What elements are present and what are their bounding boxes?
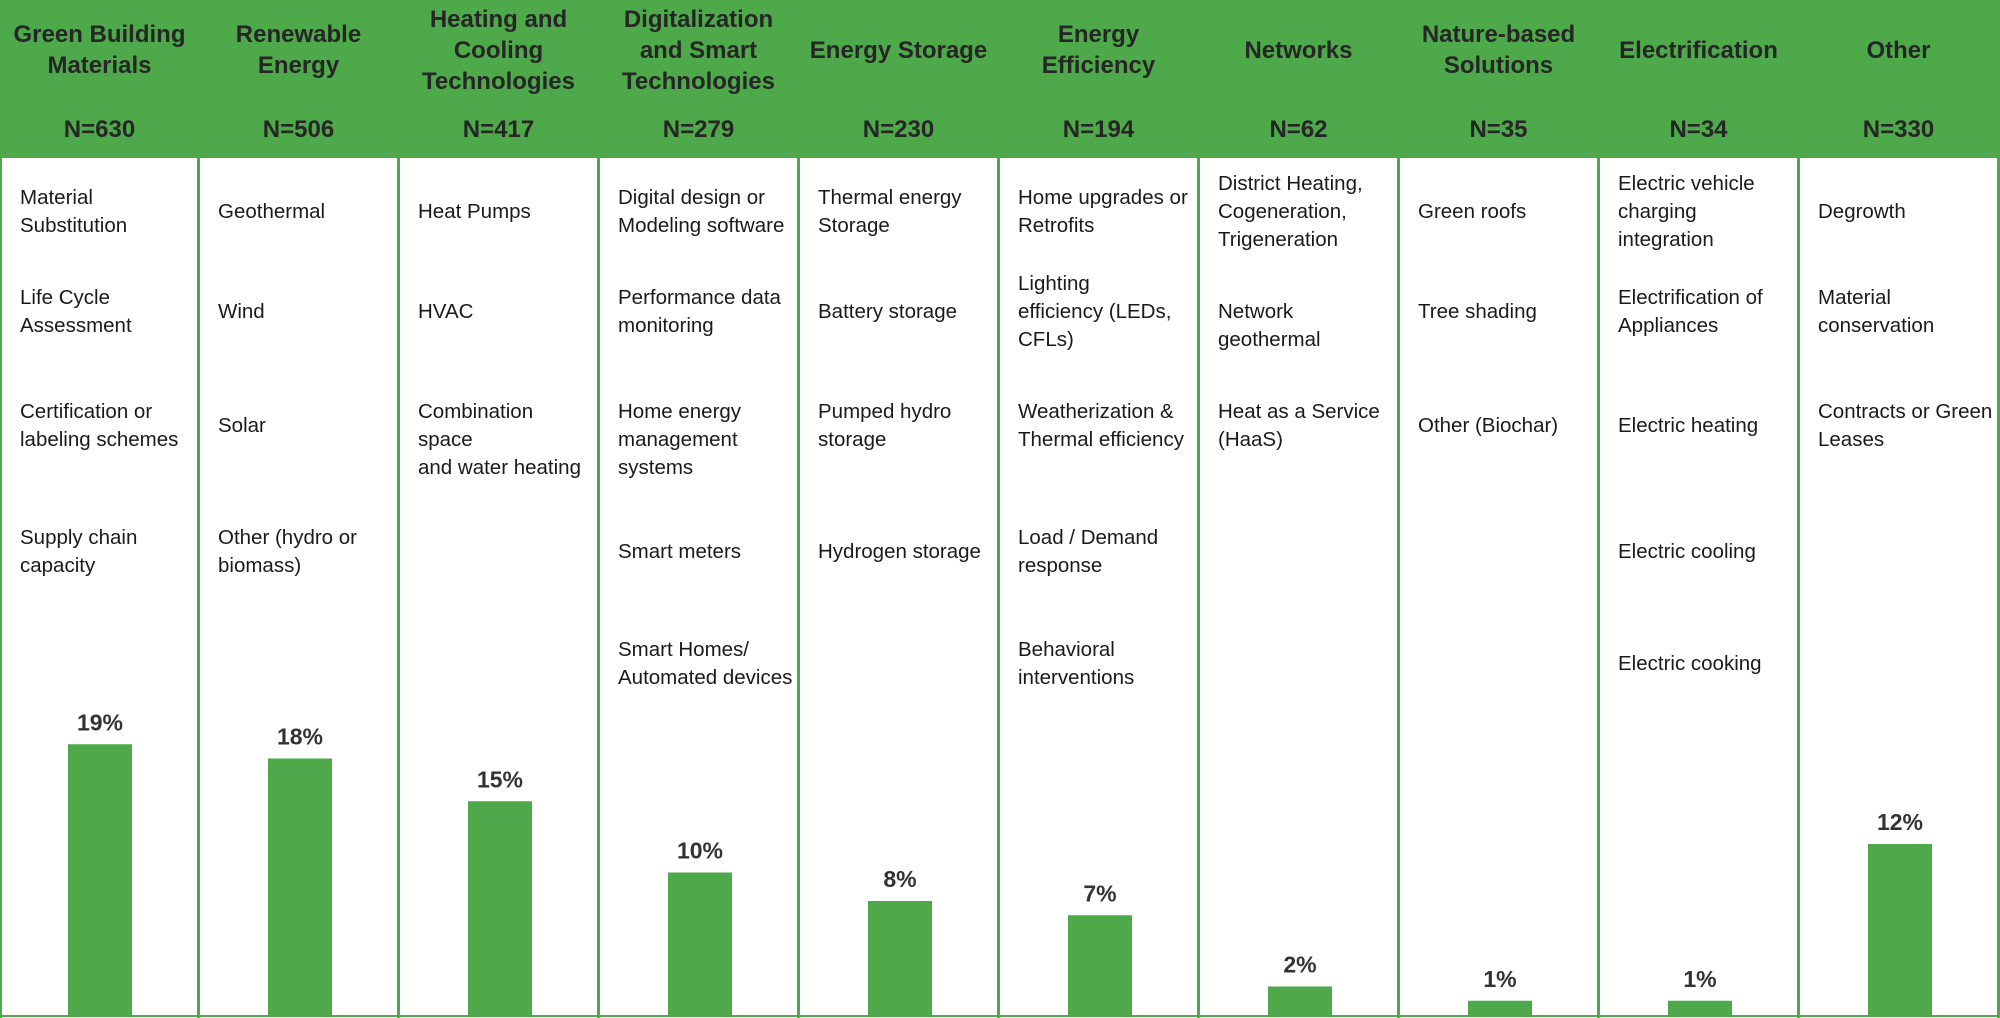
subcategory-item: Lighting efficiency (LEDs, CFLs) — [1018, 272, 1172, 351]
column-green-building-materials: Green Building Materials N=630 Material Su… — [0, 0, 200, 1018]
column-other: Other N=330 Degrowth Material conservation C… — [1800, 0, 2000, 1018]
sample-size-label: N=279 — [662, 116, 735, 143]
column-electrification: Electrification N=34 Electric vehicle char… — [1600, 0, 1800, 1018]
subcategory-item: Heat Pumps — [418, 200, 531, 223]
category-title: Other — [1866, 36, 1931, 64]
subcategory-item: Behavioral interventions — [1018, 638, 1135, 689]
column-renewable-energy: Renewable Energy N=506 Geothermal Wind Solar… — [200, 0, 400, 1018]
column-header: Digitalization and Smart Technologies N=2… — [600, 0, 797, 158]
sample-size-label: N=34 — [1669, 116, 1728, 143]
column-header: Energy Storage N=230 — [800, 0, 997, 158]
category-title: Renewable Energy — [235, 21, 362, 79]
subcategory-item: Degrowth — [1818, 200, 1906, 223]
column-header: Renewable Energy N=506 — [200, 0, 397, 158]
subcategory-item: Load / Demand response — [1018, 526, 1159, 577]
subcategory-item: Home energy management systems — [618, 400, 742, 479]
category-title: Energy Efficiency — [1041, 21, 1156, 79]
subcategory-item: Geothermal — [218, 200, 326, 223]
sample-size-label: N=194 — [1062, 116, 1135, 143]
subcategory-item: Home upgrades or Retrofits — [1018, 186, 1188, 237]
category-title: Nature-based Solutions — [1421, 21, 1576, 79]
sample-size-label: N=230 — [862, 116, 935, 143]
subcategory-item: HVAC — [418, 300, 474, 323]
column-nature-based-solutions: Nature-based Solutions N=35 Green roofs Tre… — [1400, 0, 1600, 1018]
subcategory-item: Certification or labeling schemes — [20, 400, 179, 451]
column-digitalization-and-smart-technologies: Digitalization and Smart Technologies N=2… — [600, 0, 800, 1018]
column-heating-and-cooling-technologies: Heating and Cooling Technologies N=417 Hea… — [400, 0, 600, 1018]
subcategory-item: Electrification of Appliances — [1618, 286, 1763, 337]
category-title: Networks — [1244, 36, 1353, 64]
subcategory-item: Hydrogen storage — [818, 540, 981, 563]
category-title: Green Building Materials — [13, 21, 186, 79]
sample-size-label: N=630 — [63, 116, 136, 143]
sample-size-label: N=506 — [262, 116, 335, 143]
subcategory-item: Solar — [218, 414, 266, 437]
subcategory-item: District Heating, Cogeneration, Trigener… — [1218, 172, 1363, 251]
column-energy-efficiency: Energy Efficiency N=194 Home upgrades or R… — [1000, 0, 1200, 1018]
subcategory-item: Smart meters — [618, 540, 742, 563]
column-header: Heating and Cooling Technologies N=417 — [400, 0, 597, 158]
sample-size-label: N=417 — [462, 116, 535, 143]
column-header: Energy Efficiency N=194 — [1000, 0, 1197, 158]
subcategory-item: Performance data monitoring — [618, 286, 781, 337]
sample-size-label: N=35 — [1469, 116, 1528, 143]
subcategory-item: Material Substitution — [20, 186, 128, 237]
subcategory-item: Electric vehicle charging integration — [1618, 172, 1755, 251]
subcategory-item: Digital design or Modeling software — [618, 186, 785, 237]
chart-baseline — [0, 1015, 2000, 1017]
subcategory-item: Battery storage — [818, 300, 958, 323]
subcategory-item: Other (hydro or biomass) — [218, 526, 357, 577]
subcategory-item: Weatherization & Thermal efficiency — [1018, 400, 1184, 451]
column-energy-storage: Energy Storage N=230 Thermal energy Storag… — [800, 0, 1000, 1018]
sample-size-label: N=62 — [1269, 116, 1328, 143]
column-header: Green Building Materials N=630 — [2, 0, 197, 158]
subcategory-item: Electric cooling — [1618, 540, 1756, 563]
subcategory-item: Electric heating — [1618, 414, 1759, 437]
subcategory-item: Combination space and water heating — [418, 400, 581, 479]
subcategory-item: Supply chain capacity — [20, 526, 138, 577]
column-networks: Networks N=62 District Heating, Cogenerati… — [1200, 0, 1400, 1018]
column-header: Electrification N=34 — [1600, 0, 1797, 158]
subcategory-item: Contracts or Green Leases — [1818, 400, 1993, 451]
subcategory-item: Thermal energy Storage — [818, 186, 962, 237]
category-title: Heating and Cooling Technologies — [422, 5, 575, 95]
category-title: Electrification — [1619, 36, 1778, 64]
category-title: Digitalization and Smart Technologies — [622, 5, 775, 95]
category-title: Energy Storage — [809, 36, 988, 64]
subcategory-item: Heat as a Service (HaaS) — [1218, 400, 1380, 451]
subcategory-item: Tree shading — [1418, 300, 1537, 323]
column-header: Networks N=62 — [1200, 0, 1397, 158]
subcategory-item: Material conservation — [1818, 286, 1935, 337]
subcategory-item: Smart Homes/ Automated devices — [618, 638, 793, 689]
subcategory-item: Electric cooking — [1618, 652, 1762, 675]
subcategory-item: Green roofs — [1418, 200, 1527, 223]
subcategory-item: Other (Biochar) — [1418, 414, 1559, 437]
subcategory-item: Wind — [218, 300, 265, 323]
column-header: Nature-based Solutions N=35 — [1400, 0, 1597, 158]
sample-size-label: N=330 — [1862, 116, 1935, 143]
subcategory-item: Network geothermal — [1218, 300, 1321, 351]
subcategory-item: Pumped hydro storage — [818, 400, 952, 451]
column-header: Other N=330 — [1800, 0, 1997, 158]
subcategory-item: Life Cycle Assessment — [20, 286, 132, 337]
